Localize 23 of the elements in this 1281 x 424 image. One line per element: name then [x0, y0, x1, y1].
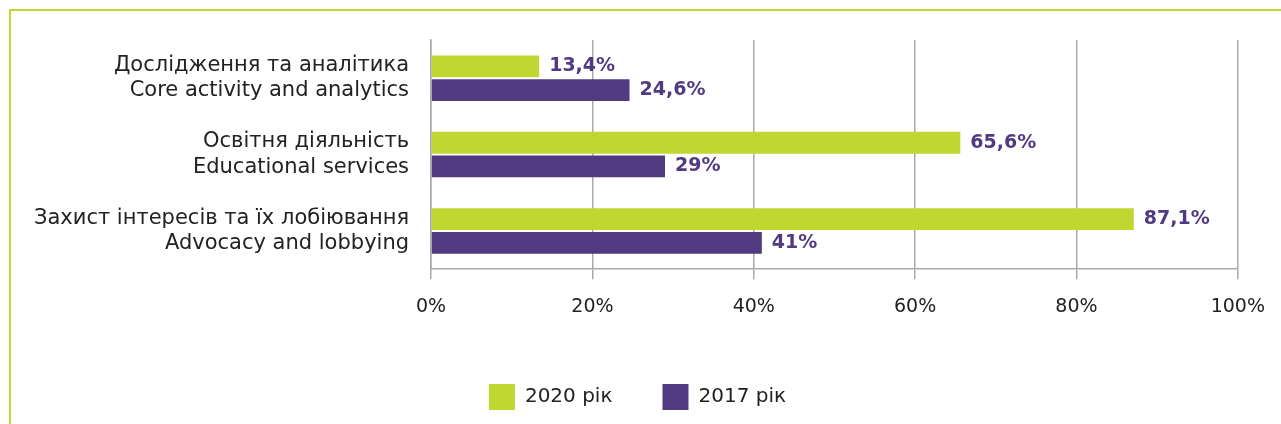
- x-tick-label: 20%: [571, 293, 614, 316]
- data-label: 24,6%: [639, 76, 706, 99]
- data-label: 65,6%: [970, 129, 1037, 152]
- bar: [431, 79, 630, 101]
- bar: [431, 208, 1134, 231]
- bar: [431, 131, 961, 154]
- x-tick-label: 80%: [1055, 293, 1098, 316]
- x-tick-label: 40%: [732, 293, 775, 316]
- data-label: 87,1%: [1143, 206, 1210, 229]
- legend-label: 2020 рік: [524, 383, 613, 408]
- y-tick-label: Освітня діяльність Educational services: [192, 128, 410, 178]
- data-label: 41%: [771, 229, 818, 252]
- y-tick-label: Дослідження та аналітика Core activity and analytics: [113, 52, 410, 102]
- x-tick-label: 100%: [1210, 293, 1265, 316]
- data-label: 13,4%: [549, 53, 616, 76]
- bar: [431, 231, 762, 254]
- bar: [431, 55, 540, 78]
- bar: [431, 155, 666, 178]
- x-tick-label: 60%: [894, 293, 937, 316]
- x-tick-label: 0%: [415, 293, 447, 316]
- legend-label: 2017 рік: [698, 383, 787, 408]
- data-label: 29%: [675, 153, 721, 176]
- y-tick-label: Захист інтересів та їх лобіювання Advocacy and lobbying: [34, 204, 410, 255]
